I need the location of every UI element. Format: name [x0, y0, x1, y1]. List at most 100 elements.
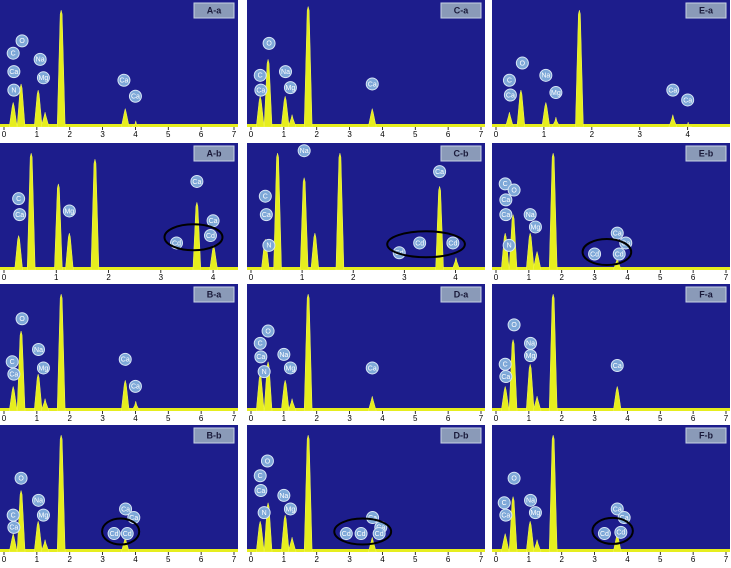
element-label: N — [11, 87, 16, 94]
element-marker — [262, 238, 276, 252]
x-tick-label: 3 — [638, 130, 643, 139]
element-marker — [528, 506, 542, 520]
element-marker — [515, 56, 529, 70]
x-tick-label: 0 — [249, 273, 254, 282]
element-label: Na — [526, 341, 535, 348]
axis-strip — [0, 127, 238, 141]
element-marker — [507, 183, 521, 197]
element-label: O — [19, 316, 25, 323]
element-marker — [32, 493, 45, 507]
x-tick-label: 1 — [35, 130, 40, 139]
element-label: C — [258, 73, 263, 80]
baseline-noise — [247, 549, 485, 552]
element-marker — [297, 144, 311, 158]
element-label: O — [511, 187, 517, 194]
x-tick-label: 7 — [479, 414, 484, 423]
x-tick-label: 3 — [592, 273, 597, 282]
element-marker — [253, 336, 267, 350]
x-tick-label: 0 — [494, 273, 499, 282]
element-marker — [6, 46, 20, 60]
baseline-noise — [0, 549, 238, 552]
axis-strip — [492, 270, 730, 284]
element-marker — [523, 208, 537, 222]
element-label: C — [10, 359, 15, 366]
element-label: Cd — [206, 233, 215, 240]
element-label: O — [266, 41, 272, 48]
x-tick-label: 0 — [249, 555, 254, 564]
panel-label: C-a — [454, 5, 469, 15]
x-tick-label: 6 — [199, 555, 204, 564]
x-tick-label: 3 — [100, 555, 105, 564]
axis-strip — [247, 552, 485, 566]
x-tick-label: 1 — [282, 130, 287, 139]
axis-strip — [247, 127, 485, 141]
x-tick-label: 2 — [559, 555, 564, 564]
x-tick-label: 5 — [658, 414, 663, 423]
element-label: Cd — [172, 240, 181, 247]
panel-label: A-b — [207, 148, 222, 158]
x-tick-label: 7 — [724, 273, 729, 282]
element-marker — [15, 312, 29, 326]
panel-label-box — [440, 2, 482, 19]
x-tick-label: 0 — [494, 555, 499, 564]
element-label: Cd — [600, 531, 609, 538]
x-tick-label: 5 — [658, 555, 663, 564]
x-tick-label: 7 — [479, 555, 484, 564]
baseline-noise — [0, 124, 238, 127]
element-label: C — [263, 194, 268, 201]
element-label: O — [520, 60, 526, 67]
panel: C Ca O Na Mg Ca Ca 0 1 2 3 4 E-a — [492, 0, 730, 141]
x-tick-label: 6 — [446, 414, 451, 423]
element-marker — [283, 361, 297, 375]
panel-label: E-b — [699, 148, 714, 158]
element-label: Mg — [39, 365, 49, 372]
element-label: N — [266, 243, 271, 250]
element-marker — [254, 350, 268, 364]
x-tick-label: 1 — [542, 130, 547, 139]
axis-strip — [247, 411, 485, 425]
element-label: C — [258, 473, 263, 480]
element-label: Cd — [110, 531, 119, 538]
x-tick-label: 1 — [35, 555, 40, 564]
x-tick-label: 5 — [166, 414, 171, 423]
element-label: Ca — [256, 87, 265, 94]
x-tick-label: 0 — [2, 555, 7, 564]
x-tick-label: 2 — [351, 273, 356, 282]
element-marker — [62, 204, 76, 218]
x-tick-label: 4 — [380, 555, 385, 564]
panel-label-box — [685, 145, 727, 162]
x-tick-label: 4 — [380, 414, 385, 423]
x-tick-label: 6 — [446, 130, 451, 139]
element-label: Ca — [129, 515, 138, 522]
x-tick-label: 1 — [282, 555, 287, 564]
element-label: Ca — [620, 515, 629, 522]
x-tick-label: 4 — [685, 130, 690, 139]
panel-label-box — [193, 286, 235, 303]
x-tick-label: 4 — [625, 555, 630, 564]
x-tick-label: 1 — [527, 555, 532, 564]
element-label: Na — [34, 347, 43, 354]
panel-label: D-b — [454, 430, 469, 440]
element-marker — [117, 73, 131, 87]
x-tick-label: 3 — [402, 273, 407, 282]
x-tick-label: 0 — [2, 414, 7, 423]
element-marker — [128, 379, 142, 393]
cd-highlight — [386, 230, 466, 259]
x-tick-label: 6 — [446, 555, 451, 564]
element-marker — [254, 484, 268, 497]
element-label: Mg — [39, 75, 49, 82]
element-label: Mg — [39, 512, 49, 519]
element-marker — [33, 52, 47, 66]
element-label: Cd — [357, 531, 366, 538]
element-marker — [36, 361, 50, 375]
x-tick-label: 2 — [314, 130, 319, 139]
element-marker — [507, 318, 521, 332]
element-label: O — [511, 476, 517, 483]
element-label: Na — [300, 148, 309, 155]
axis-strip — [492, 411, 730, 425]
element-label: Ca — [262, 212, 271, 219]
cd-highlight — [101, 517, 141, 546]
cd-highlight — [591, 516, 634, 545]
element-label: N — [262, 369, 267, 376]
element-label: Cd — [342, 531, 351, 538]
